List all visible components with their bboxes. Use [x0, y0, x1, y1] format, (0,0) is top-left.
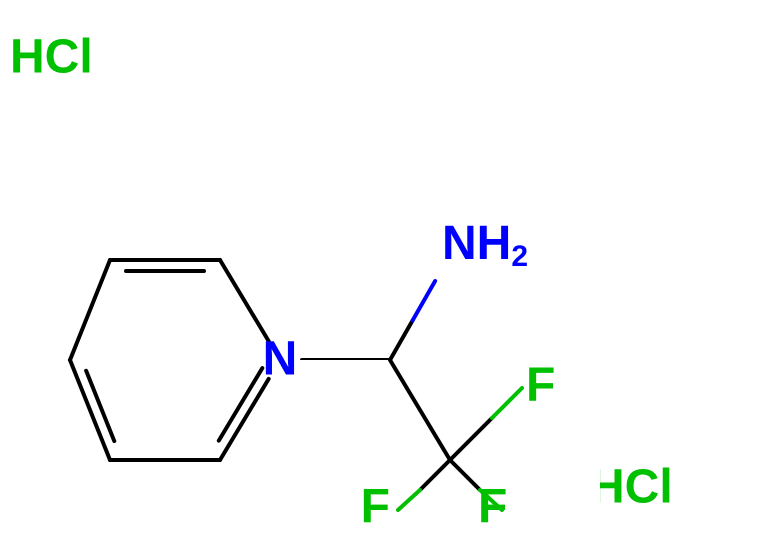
atom-label-amine: NH2: [442, 217, 528, 273]
salt-label-bottom: HCl: [590, 461, 673, 514]
molecule-diagram: N NH2 F F F HCl HCl: [0, 0, 757, 533]
atom-label-F: F: [520, 338, 549, 391]
atom-label-ring-N: N: [263, 333, 298, 386]
salt-label-top: HCl: [10, 31, 93, 84]
atom-label-F: F: [351, 473, 380, 526]
atom-label-F: F: [475, 473, 504, 526]
